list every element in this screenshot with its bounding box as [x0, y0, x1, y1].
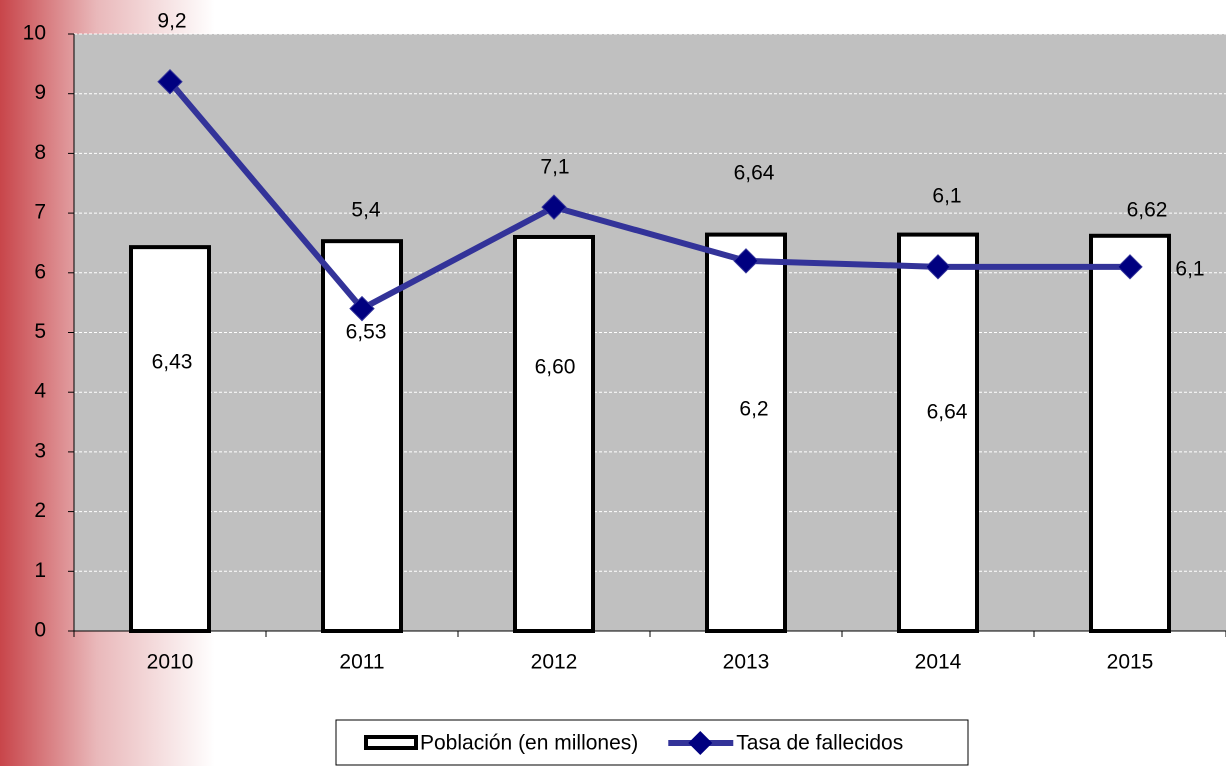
- line: [167, 79, 1130, 312]
- data-label: 6,43: [152, 351, 193, 374]
- data-label: 6,62: [1127, 199, 1168, 222]
- x-tick-label: 2010: [147, 651, 194, 674]
- data-label: 6,1: [932, 185, 961, 208]
- x-tick-label: 2012: [531, 651, 578, 674]
- y-tick-label: 1: [34, 559, 46, 582]
- x-tick-label: 2014: [915, 651, 962, 674]
- legend-swatch: [364, 735, 418, 750]
- data-label: 6,64: [927, 401, 968, 424]
- x-tick-label: 2011: [339, 651, 384, 674]
- marker: [541, 194, 567, 220]
- y-tick-label: 7: [34, 201, 46, 224]
- y-tick-label: 9: [34, 81, 46, 104]
- data-label: 6,1: [1175, 258, 1204, 281]
- y-tick-label: 0: [34, 619, 46, 642]
- y-tick-label: 3: [34, 439, 46, 462]
- legend-label: Población (en millones): [420, 732, 638, 755]
- bar: [1089, 233, 1171, 633]
- data-label: 5,4: [351, 199, 381, 222]
- y-tick-label: 10: [23, 22, 46, 45]
- data-label: 9,2: [157, 10, 186, 33]
- y-tick-label: 2: [34, 499, 46, 522]
- data-label: 7,1: [540, 156, 569, 179]
- x-tick-label: 2015: [1107, 651, 1154, 674]
- bar: [513, 234, 595, 633]
- y-tick-label: 6: [34, 260, 46, 283]
- x-tick-label: 2013: [723, 651, 770, 674]
- legend-box: [335, 719, 969, 766]
- marker: [1117, 254, 1143, 280]
- bar: [705, 232, 787, 633]
- bar: [897, 232, 979, 633]
- legend-marker: [688, 731, 713, 755]
- data-label: 6,53: [346, 321, 387, 344]
- legend-label: Tasa de fallecidos: [736, 732, 903, 755]
- y-tick-label: 5: [34, 320, 46, 343]
- marker: [157, 69, 183, 95]
- y-tick-label: 4: [34, 380, 46, 403]
- bar: [129, 245, 211, 633]
- data-label: 6,60: [535, 356, 576, 379]
- marker: [733, 248, 759, 274]
- data-label: 6,2: [739, 398, 768, 421]
- y-tick-label: 8: [34, 141, 46, 164]
- marker: [925, 254, 951, 280]
- marker: [349, 295, 375, 322]
- data-label: 6,64: [734, 162, 775, 185]
